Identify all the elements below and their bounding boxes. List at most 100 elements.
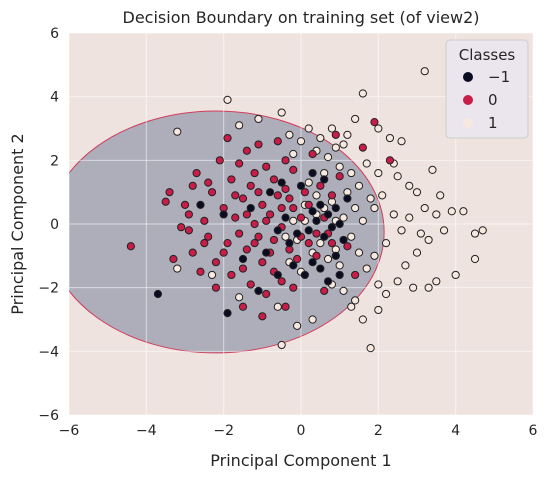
scatter-point xyxy=(200,216,209,225)
scatter-point xyxy=(235,293,244,302)
scatter-point xyxy=(258,312,267,321)
scatter-point xyxy=(316,133,325,143)
scatter-point xyxy=(308,258,317,267)
scatter-point xyxy=(161,197,170,206)
scatter-point xyxy=(281,232,290,241)
scatter-point xyxy=(204,178,213,187)
scatter-point xyxy=(296,213,306,222)
scatter-point xyxy=(277,108,286,117)
scatter-point xyxy=(293,254,302,264)
scatter-point xyxy=(420,67,429,76)
scatter-point xyxy=(374,280,383,289)
scatter-point xyxy=(223,309,232,318)
scatter-point xyxy=(316,239,325,248)
legend-title: Classes xyxy=(459,46,516,64)
scatter-point xyxy=(238,194,248,203)
scatter-point xyxy=(459,207,468,216)
scatter-point xyxy=(169,254,178,264)
scatter-point xyxy=(223,95,232,104)
scatter-point xyxy=(362,264,371,273)
scatter-point xyxy=(374,168,383,178)
scatter-point xyxy=(223,239,232,248)
scatter-point xyxy=(289,216,298,225)
scatter-point xyxy=(335,219,344,229)
scatter-point xyxy=(331,143,340,152)
scatter-point xyxy=(296,181,306,190)
scatter-point xyxy=(374,124,383,133)
y-axis-label: Principal Component 2 xyxy=(8,133,27,314)
scatter-point xyxy=(389,210,398,219)
scatter-point xyxy=(184,210,193,219)
scatter-point xyxy=(304,124,313,133)
scatter-point xyxy=(347,232,356,241)
scatter-point xyxy=(447,207,456,216)
legend-label: 0 xyxy=(488,91,498,109)
y-tick-label: 6 xyxy=(50,26,59,42)
scatter-point xyxy=(177,223,186,232)
scatter-point xyxy=(335,270,344,280)
scatter-point xyxy=(289,283,298,292)
scatter-point xyxy=(211,283,221,292)
y-tick-label: −6 xyxy=(38,408,59,424)
scatter-point xyxy=(312,251,321,260)
legend-label: 1 xyxy=(488,114,498,132)
y-tick-label: 0 xyxy=(50,217,59,233)
scatter-point xyxy=(424,283,433,292)
scatter-point xyxy=(231,213,240,222)
scatter-point xyxy=(227,175,236,184)
scatter-point xyxy=(173,264,182,273)
scatter-point xyxy=(246,203,255,213)
scatter-point xyxy=(378,191,387,200)
scatter-point xyxy=(188,248,197,257)
scatter-point xyxy=(153,289,163,299)
scatter-point xyxy=(347,168,356,178)
scatter-point xyxy=(289,149,298,159)
scatter-point xyxy=(366,194,375,203)
scatter-point xyxy=(385,133,395,143)
scatter-point xyxy=(293,229,302,238)
scatter-point xyxy=(246,181,255,190)
chart-title: Decision Boundary on training set (of vi… xyxy=(123,8,480,27)
scatter-point xyxy=(277,277,286,286)
scatter-point xyxy=(358,143,367,152)
scatter-point xyxy=(393,277,402,286)
scatter-point xyxy=(331,203,340,213)
scatter-point xyxy=(327,191,337,200)
x-tick-label: 2 xyxy=(374,423,383,439)
scatter-point xyxy=(339,235,348,245)
scatter-point xyxy=(277,203,286,213)
scatter-point xyxy=(269,235,279,245)
scatter-point xyxy=(327,124,337,133)
scatter-point xyxy=(281,156,290,165)
scatter-point xyxy=(316,200,325,209)
scatter-point xyxy=(273,191,282,200)
scatter-point xyxy=(331,251,340,260)
scatter-point xyxy=(269,175,279,184)
scatter-point xyxy=(254,188,263,197)
x-tick-label: 0 xyxy=(297,423,306,439)
scatter-point xyxy=(308,315,317,324)
scatter-point xyxy=(277,178,286,187)
scatter-point xyxy=(250,239,259,248)
scatter-point xyxy=(258,258,267,267)
scatter-point xyxy=(432,277,441,286)
scatter-point xyxy=(393,172,402,181)
y-tick-label: −2 xyxy=(38,281,59,297)
scatter-point xyxy=(250,219,259,229)
scatter-point xyxy=(323,254,333,264)
scatter-point xyxy=(312,229,321,238)
scatter-point xyxy=(312,216,321,225)
scatter-point xyxy=(374,305,383,315)
scatter-point xyxy=(200,239,209,248)
scatter-point xyxy=(277,340,286,350)
scatter-point xyxy=(254,232,263,241)
scatter-point xyxy=(262,289,271,299)
scatter-point xyxy=(262,248,271,257)
legend-marker xyxy=(463,95,473,105)
scatter-point xyxy=(273,137,282,146)
scatter-point xyxy=(262,162,271,171)
scatter-point xyxy=(173,127,182,136)
scatter-point xyxy=(219,248,228,257)
scatter-point xyxy=(188,181,197,190)
scatter-point xyxy=(250,168,259,178)
